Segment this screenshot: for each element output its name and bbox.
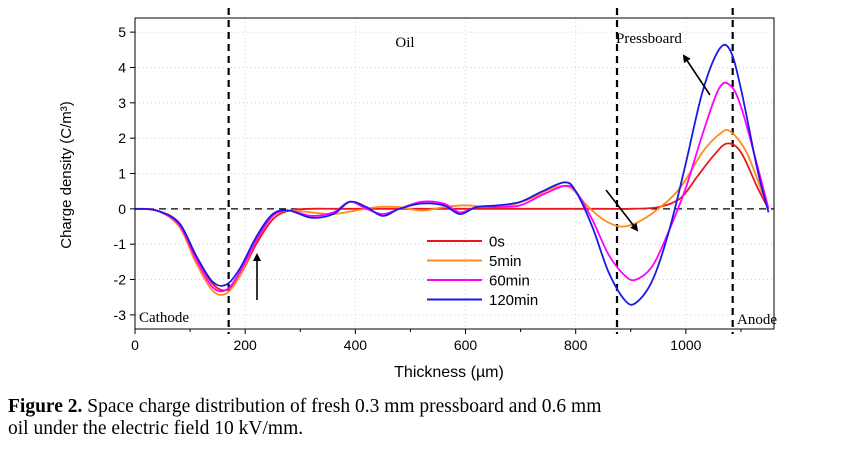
y-tick-label: 3 xyxy=(118,95,126,111)
x-tick-label: 0 xyxy=(131,337,139,353)
x-tick-label: 800 xyxy=(564,337,588,353)
legend-label: 120min xyxy=(489,292,538,309)
x-tick-label: 200 xyxy=(233,337,257,353)
y-tick-label: -2 xyxy=(114,272,127,288)
caption-text-line1: Space charge distribution of fresh 0.3 m… xyxy=(82,396,602,417)
annotation-arrow-trough xyxy=(605,189,639,232)
chart: 0 200 400 600 800 1000 -3 -2 -1 0 1 2 3 4 5 Oil Pressb… xyxy=(58,8,777,381)
grid-layer xyxy=(135,18,774,329)
y-tick-label: 2 xyxy=(118,130,126,146)
legend: 0s 5min 60min 120min xyxy=(427,234,538,309)
y-axis-label: Charge density (C/m³) xyxy=(58,101,75,249)
region-label-oil: Oil xyxy=(395,35,414,51)
boundary-layer xyxy=(227,8,734,334)
y-tick-label: 5 xyxy=(118,24,126,40)
y-tick-label: -1 xyxy=(114,236,127,252)
legend-label: 5min xyxy=(489,253,522,270)
x-tick-label: 1000 xyxy=(670,337,701,353)
legend-label: 0s xyxy=(489,234,505,251)
series-line-120min xyxy=(134,43,770,306)
region-label-pressboard: Pressboard xyxy=(616,31,682,47)
annotation-arrow-peak xyxy=(682,54,711,96)
x-tick-label: 600 xyxy=(454,337,478,353)
x-axis-label: Thickness (µm) xyxy=(394,364,504,381)
region-label-cathode: Cathode xyxy=(139,310,189,326)
region-label-anode: Anode xyxy=(737,312,777,328)
y-tick-label: 0 xyxy=(118,201,126,217)
figure-caption: Figure 2. Space charge distribution of f… xyxy=(8,396,854,440)
plot-frame xyxy=(134,17,775,330)
caption-text-line2: oil under the electric field 10 kV/mm. xyxy=(8,418,304,439)
x-tick-label: 400 xyxy=(344,337,368,353)
y-tick-label: 4 xyxy=(118,59,126,75)
y-tick-label: 1 xyxy=(118,166,126,182)
series-line-5min xyxy=(134,128,770,296)
y-tick-label: -3 xyxy=(114,307,127,323)
legend-label: 60min xyxy=(489,273,530,290)
series-layer xyxy=(134,43,770,306)
tick-layer: 0 200 400 600 800 1000 -3 -2 -1 0 1 2 3 4 5 xyxy=(114,24,742,353)
caption-label: Figure 2. xyxy=(8,396,83,417)
